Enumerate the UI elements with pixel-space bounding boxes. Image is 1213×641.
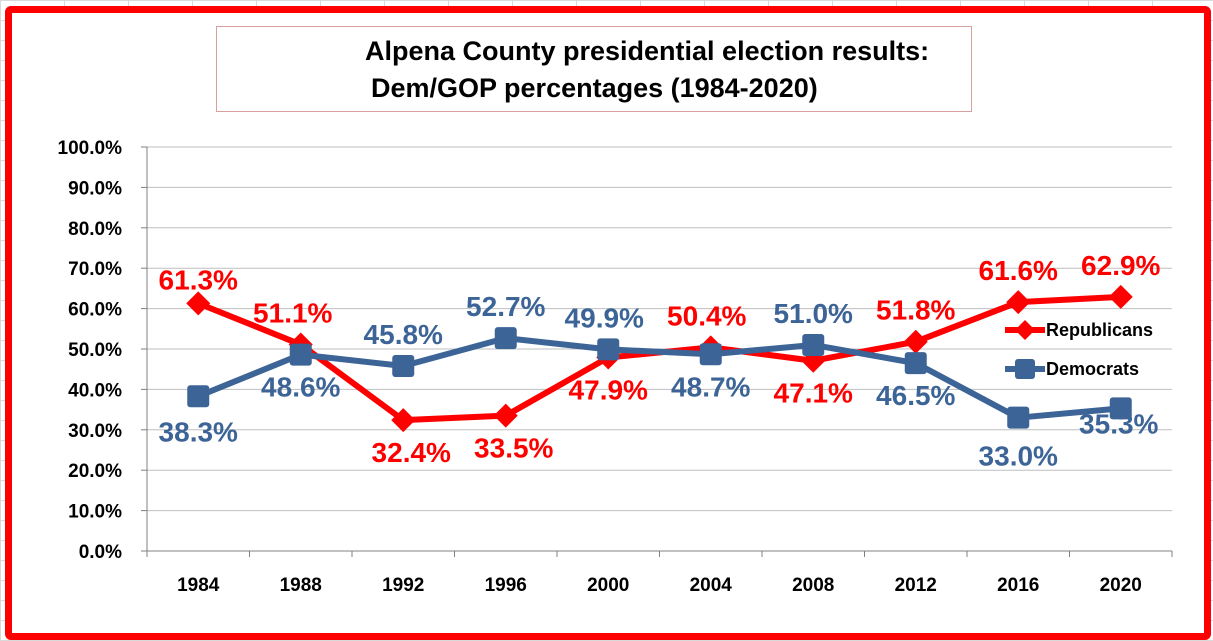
y-tick-label: 80.0% bbox=[68, 219, 122, 240]
x-tick-label: 2020 bbox=[1100, 575, 1142, 596]
y-tick-label: 70.0% bbox=[68, 259, 122, 280]
democrats-data-label: 33.0% bbox=[979, 441, 1058, 472]
democrats-marker bbox=[802, 333, 825, 356]
y-tick-label: 30.0% bbox=[68, 421, 122, 442]
x-tick-label: 2012 bbox=[895, 575, 937, 596]
y-axis-ticks: 0.0% 10.0% 20.0% 30.0% 40.0% 50.0% 60.0% 70.0% 8… bbox=[58, 138, 147, 563]
x-tick-label: 1996 bbox=[485, 575, 527, 596]
democrats-marker bbox=[494, 327, 517, 350]
republicans-data-label: 47.1% bbox=[774, 378, 853, 409]
legend: Republicans Democrats bbox=[1005, 320, 1153, 379]
data-labels: 61.3% 51.1% 32.4% 33.5% 47.9% 50.4% 47.1% 51.8%… bbox=[159, 250, 1161, 472]
republicans-data-label: 62.9% bbox=[1081, 250, 1160, 281]
democrats-data-label: 48.6% bbox=[261, 372, 340, 403]
republicans-marker bbox=[493, 403, 518, 428]
y-tick-label: 0.0% bbox=[79, 542, 122, 563]
democrats-data-label: 38.3% bbox=[159, 416, 238, 447]
republicans-data-label: 50.4% bbox=[667, 300, 746, 331]
chart-title-line-2: Dem/GOP percentages (1984-2020) bbox=[371, 73, 818, 103]
republicans-marker bbox=[1108, 284, 1133, 309]
republicans-legend-marker bbox=[1015, 320, 1035, 340]
democrats-marker bbox=[904, 352, 927, 375]
democrats-marker bbox=[289, 343, 312, 366]
republicans-legend-label: Republicans bbox=[1046, 320, 1153, 340]
republicans-data-label: 51.8% bbox=[876, 295, 955, 326]
republicans-data-label: 51.1% bbox=[253, 298, 332, 329]
republicans-data-label: 33.5% bbox=[474, 433, 553, 464]
republicans-data-label: 47.9% bbox=[569, 374, 648, 405]
democrats-data-label: 51.0% bbox=[774, 298, 853, 329]
y-tick-label: 20.0% bbox=[68, 461, 122, 482]
democrats-data-label: 52.7% bbox=[466, 291, 545, 322]
democrats-marker bbox=[187, 385, 210, 408]
democrats-marker bbox=[1109, 397, 1132, 420]
republicans-data-label: 61.3% bbox=[159, 264, 238, 295]
y-tick-label: 90.0% bbox=[68, 178, 122, 199]
republicans-data-label: 61.6% bbox=[979, 255, 1058, 286]
democrats-data-label: 48.7% bbox=[671, 371, 750, 402]
republicans-marker bbox=[391, 408, 416, 433]
chart-title-line-1: Alpena County presidential election resu… bbox=[365, 36, 930, 66]
chart-title-box: Alpena County presidential election resu… bbox=[216, 26, 972, 112]
x-tick-label: 2000 bbox=[587, 575, 629, 596]
republicans-marker bbox=[1006, 290, 1031, 315]
y-tick-label: 100.0% bbox=[58, 138, 123, 159]
democrats-data-label: 46.5% bbox=[876, 380, 955, 411]
gridlines bbox=[147, 146, 1172, 512]
democrats-data-label: 49.9% bbox=[565, 302, 644, 333]
democrats-marker bbox=[597, 338, 620, 361]
x-tick-label: 2004 bbox=[690, 575, 733, 596]
series-layer bbox=[186, 284, 1133, 433]
democrats-legend-label: Democrats bbox=[1046, 359, 1139, 379]
y-tick-label: 60.0% bbox=[68, 300, 122, 321]
y-tick-label: 40.0% bbox=[68, 380, 122, 401]
republicans-marker bbox=[186, 291, 211, 316]
x-tick-label: 2016 bbox=[997, 575, 1039, 596]
y-tick-label: 50.0% bbox=[68, 340, 122, 361]
democrats-legend-marker bbox=[1015, 359, 1035, 379]
democrats-line bbox=[197, 335, 1122, 421]
republicans-marker bbox=[903, 329, 928, 354]
x-tick-label: 2008 bbox=[792, 575, 834, 596]
x-tick-label: 1992 bbox=[382, 575, 424, 596]
democrats-marker bbox=[699, 343, 722, 366]
democrats-marker bbox=[392, 354, 415, 377]
democrats-data-label: 35.3% bbox=[1079, 408, 1158, 439]
republicans-data-label: 32.4% bbox=[372, 437, 451, 468]
x-tick-label: 1988 bbox=[280, 575, 322, 596]
x-axis-ticks: 1984 1988 1992 1996 2000 2004 2008 2012 2016 2020 bbox=[146, 551, 1173, 596]
y-tick-label: 10.0% bbox=[68, 502, 122, 523]
democrats-marker bbox=[1007, 406, 1030, 429]
x-tick-label: 1984 bbox=[177, 575, 220, 596]
democrats-data-label: 45.8% bbox=[364, 319, 443, 350]
